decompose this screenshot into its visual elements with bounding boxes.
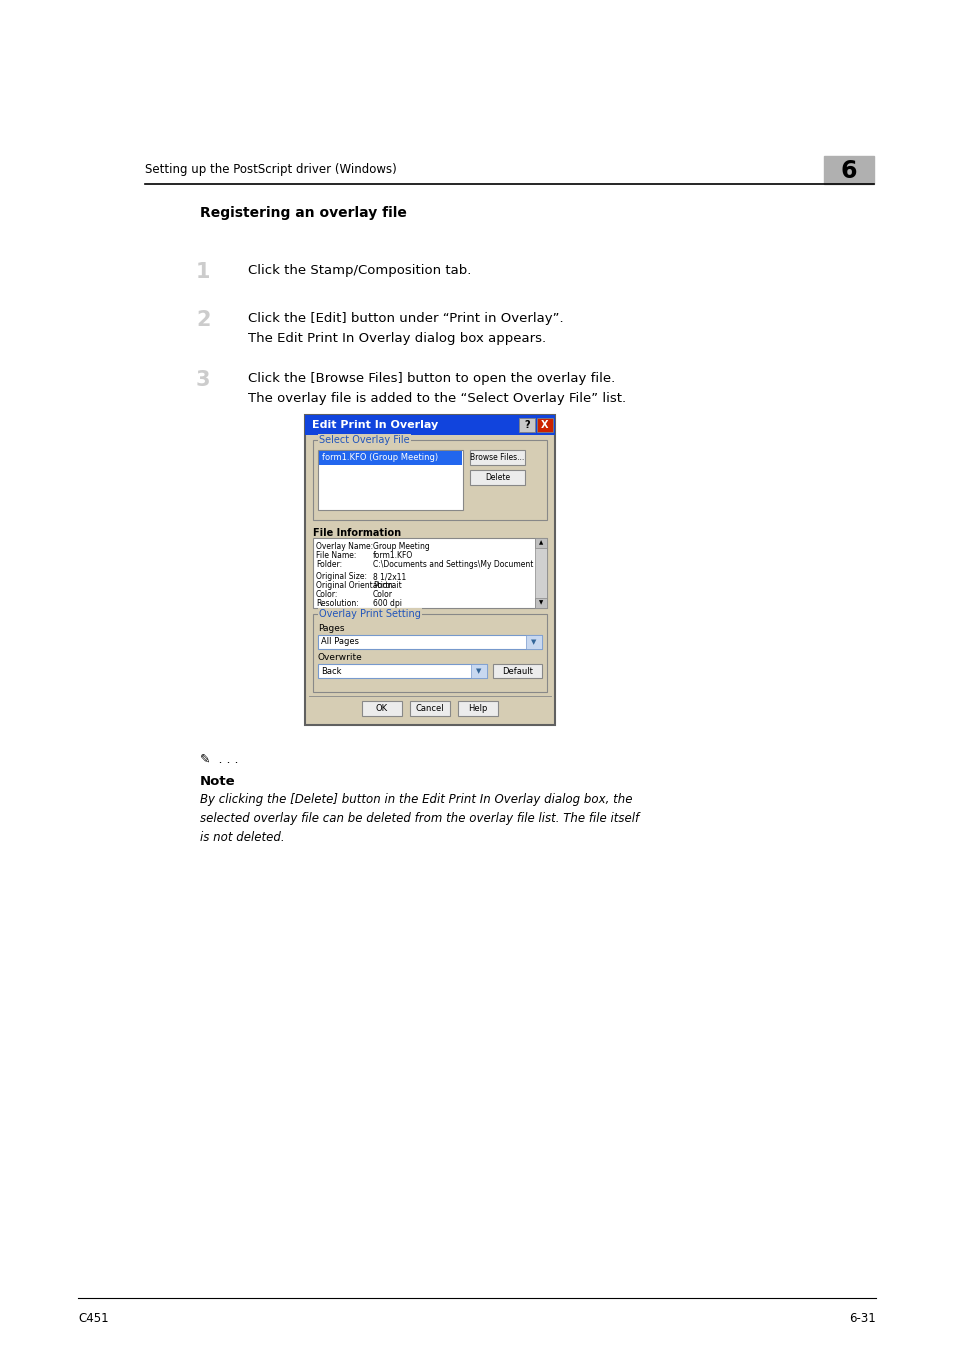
Bar — [535, 539, 546, 608]
Bar — [317, 634, 541, 649]
Text: Portrait: Portrait — [373, 580, 401, 590]
Text: X: X — [540, 420, 548, 431]
Text: ✎  . . .: ✎ . . . — [200, 753, 238, 765]
Text: Click the Stamp/Composition tab.: Click the Stamp/Composition tab. — [248, 265, 471, 277]
Text: File Information: File Information — [313, 528, 400, 539]
Bar — [410, 701, 450, 716]
Text: Registering an overlay file: Registering an overlay file — [200, 207, 406, 220]
Text: Click the [Edit] button under “Print in Overlay”.: Click the [Edit] button under “Print in … — [248, 312, 563, 325]
Bar — [305, 414, 555, 435]
Text: Browse Files...: Browse Files... — [470, 454, 524, 462]
Text: C451: C451 — [78, 1312, 109, 1324]
Text: 2: 2 — [195, 310, 211, 329]
Text: Original Orientation:: Original Orientation: — [315, 580, 395, 590]
Bar — [313, 440, 546, 520]
Text: 600 dpi: 600 dpi — [373, 599, 401, 608]
Text: Color: Color — [373, 590, 393, 599]
Text: ▼: ▼ — [476, 668, 481, 674]
Text: Click the [Browse Files] button to open the overlay file.: Click the [Browse Files] button to open … — [248, 373, 615, 385]
Text: ?: ? — [523, 420, 529, 431]
Bar — [313, 539, 546, 608]
Text: By clicking the [Delete] button in the Edit Print In Overlay dialog box, the
sel: By clicking the [Delete] button in the E… — [200, 792, 639, 844]
Bar — [470, 450, 524, 464]
Text: The overlay file is added to the “Select Overlay File” list.: The overlay file is added to the “Select… — [248, 392, 625, 405]
Bar — [317, 664, 486, 678]
Text: Default: Default — [501, 667, 533, 675]
Text: Overlay Print Setting: Overlay Print Setting — [318, 609, 420, 620]
Text: Pages: Pages — [317, 624, 344, 633]
Text: 3: 3 — [195, 370, 211, 390]
Bar — [525, 634, 541, 649]
Text: Cancel: Cancel — [416, 703, 444, 713]
Text: OK: OK — [375, 703, 388, 713]
Text: 6: 6 — [840, 159, 857, 184]
Text: form1.KFO (Group Meeting): form1.KFO (Group Meeting) — [322, 454, 437, 463]
Text: Back: Back — [320, 667, 341, 675]
Text: Setting up the PostScript driver (Windows): Setting up the PostScript driver (Window… — [145, 162, 396, 176]
Bar — [535, 539, 546, 548]
Text: ▼: ▼ — [531, 639, 537, 645]
Bar — [457, 701, 497, 716]
Text: Help: Help — [468, 703, 487, 713]
Bar — [471, 664, 486, 678]
Text: Edit Print In Overlay: Edit Print In Overlay — [312, 420, 437, 431]
Text: File Name:: File Name: — [315, 551, 356, 560]
Text: The Edit Print In Overlay dialog box appears.: The Edit Print In Overlay dialog box app… — [248, 332, 545, 346]
Text: form1.KFO: form1.KFO — [373, 551, 413, 560]
Bar — [537, 418, 553, 432]
Bar — [317, 450, 462, 510]
Text: Folder:: Folder: — [315, 560, 342, 568]
Text: Delete: Delete — [484, 472, 510, 482]
Text: ▼: ▼ — [538, 601, 542, 606]
Bar — [305, 414, 555, 725]
Text: Note: Note — [200, 775, 235, 788]
Text: Overlay Name:: Overlay Name: — [315, 541, 373, 551]
Text: Overwrite: Overwrite — [317, 653, 362, 662]
Bar — [518, 418, 535, 432]
Text: Group Meeting: Group Meeting — [373, 541, 429, 551]
Text: C:\Documents and Settings\My Document: C:\Documents and Settings\My Document — [373, 560, 533, 568]
Bar — [470, 470, 524, 485]
Text: Color:: Color: — [315, 590, 338, 599]
Bar — [361, 701, 401, 716]
Bar — [493, 664, 541, 678]
Text: All Pages: All Pages — [320, 637, 358, 647]
Text: 6-31: 6-31 — [848, 1312, 875, 1324]
Text: Select Overlay File: Select Overlay File — [318, 435, 409, 446]
Text: 8 1/2x11: 8 1/2x11 — [373, 572, 406, 580]
Text: Resolution:: Resolution: — [315, 599, 358, 608]
Text: Original Size:: Original Size: — [315, 572, 367, 580]
Bar — [823, 157, 873, 184]
Bar — [313, 614, 546, 693]
Text: ▲: ▲ — [538, 540, 542, 545]
Bar — [318, 451, 461, 464]
Bar — [535, 598, 546, 608]
Text: 1: 1 — [195, 262, 211, 282]
